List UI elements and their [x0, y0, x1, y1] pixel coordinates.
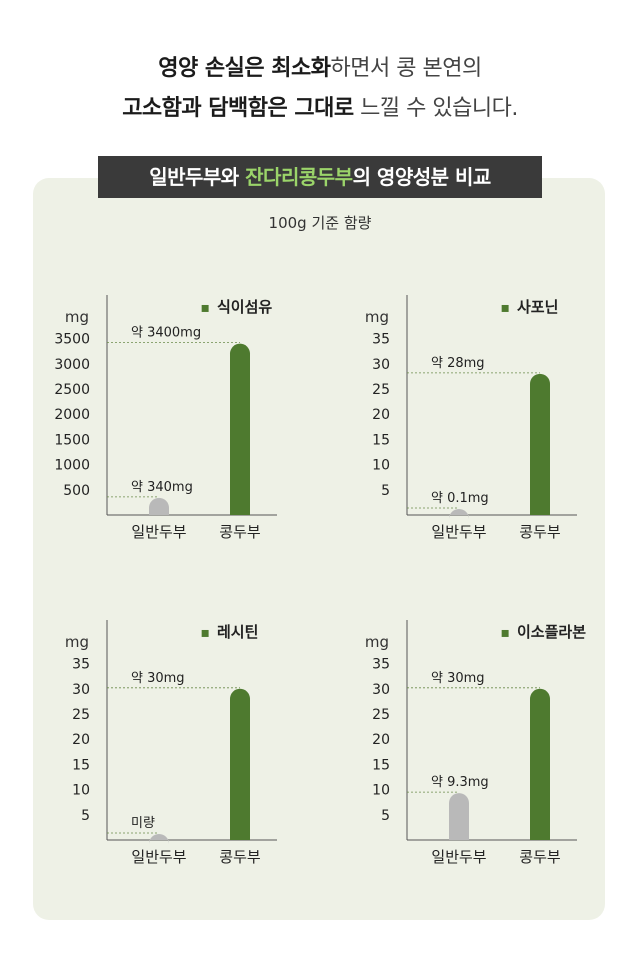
y-tick-label: 5 — [381, 483, 390, 499]
data-label: 약 340mg — [131, 480, 193, 495]
y-tick-label: 35 — [372, 332, 390, 348]
chart-subtitle: 100g 기준 함량 — [268, 214, 372, 232]
comparison-banner: 일반두부와 잔다리콩두부의 영양성분 비교 — [98, 156, 542, 198]
y-tick-label: 25 — [72, 707, 90, 723]
bar-general-tofu — [149, 497, 169, 515]
y-tick-label: 10 — [372, 458, 390, 474]
y-unit-label: mg — [365, 308, 389, 326]
bar-kong-tofu — [530, 688, 550, 840]
banner-text-1: 일반두부와 — [149, 165, 246, 189]
x-tick-label: 일반두부 — [131, 848, 186, 866]
bar-general-tofu — [449, 793, 469, 840]
y-tick-label: 30 — [372, 682, 390, 698]
y-tick-label: 5 — [381, 808, 390, 824]
y-unit-label: mg — [65, 633, 89, 651]
y-tick-label: 15 — [372, 757, 390, 773]
y-tick-label: 2000 — [54, 407, 90, 423]
y-tick-label: 35 — [72, 657, 90, 673]
headline-light-2: 느낄 수 있습니다. — [353, 96, 518, 121]
data-label: 약 3400mg — [131, 326, 201, 341]
bar-general-tofu — [449, 509, 469, 519]
x-tick-label: 일반두부 — [131, 523, 186, 541]
data-label: 약 9.3mg — [431, 775, 489, 790]
data-label: 미량 — [131, 816, 155, 831]
title-marker: ▪ — [501, 300, 511, 316]
y-tick-label: 2500 — [54, 382, 90, 398]
y-unit-label: mg — [365, 633, 389, 651]
data-label: 약 0.1mg — [431, 491, 489, 506]
y-tick-label: 30 — [372, 357, 390, 373]
y-tick-label: 20 — [372, 732, 390, 748]
x-tick-label: 콩두부 — [519, 523, 561, 541]
y-unit-label: mg — [65, 308, 89, 326]
headline-line-1: 영양 손실은 최소화하면서 콩 본연의 — [0, 50, 640, 82]
x-tick-label: 일반두부 — [431, 848, 486, 866]
headline-bold-1: 영양 손실은 최소화 — [158, 56, 331, 81]
y-tick-label: 1000 — [54, 458, 90, 474]
x-tick-label: 콩두부 — [519, 848, 561, 866]
data-label: 약 28mg — [431, 356, 485, 371]
y-tick-label: 30 — [72, 682, 90, 698]
headline-light-1: 하면서 콩 본연의 — [330, 56, 483, 81]
x-tick-label: 일반두부 — [431, 523, 486, 541]
data-label: 약 30mg — [431, 671, 485, 686]
y-tick-label: 5 — [81, 808, 90, 824]
chart-title: 이소플라본 — [517, 623, 586, 641]
y-tick-label: 1500 — [54, 432, 90, 448]
y-tick-label: 10 — [372, 783, 390, 799]
bar-kong-tofu — [530, 373, 550, 515]
title-marker: ▪ — [201, 625, 211, 641]
bar-kong-tofu — [230, 343, 250, 515]
x-tick-label: 콩두부 — [219, 523, 261, 541]
banner-text-2: 의 영양성분 비교 — [352, 165, 492, 189]
chart-title: 식이섬유 — [217, 298, 272, 316]
title-marker: ▪ — [201, 300, 211, 316]
x-tick-label: 콩두부 — [219, 848, 261, 866]
y-tick-label: 3500 — [54, 332, 90, 348]
banner-highlight: 잔다리콩두부 — [245, 165, 353, 189]
y-tick-label: 20 — [72, 732, 90, 748]
chart-title: 레시틴 — [217, 623, 258, 641]
data-label: 약 30mg — [131, 671, 185, 686]
y-tick-label: 10 — [72, 783, 90, 799]
title-marker: ▪ — [501, 625, 511, 641]
chart-title: 사포닌 — [517, 298, 558, 316]
y-tick-label: 25 — [372, 707, 390, 723]
headline-bold-2: 고소함과 담백함은 그대로 — [122, 96, 354, 121]
y-tick-label: 3000 — [54, 357, 90, 373]
y-tick-label: 25 — [372, 382, 390, 398]
y-tick-label: 35 — [372, 657, 390, 673]
y-tick-label: 20 — [372, 407, 390, 423]
y-tick-label: 15 — [372, 432, 390, 448]
y-tick-label: 500 — [63, 483, 90, 499]
bar-kong-tofu — [230, 688, 250, 840]
headline-line-2: 고소함과 담백함은 그대로 느낄 수 있습니다. — [0, 90, 640, 122]
comparison-panel — [33, 178, 605, 920]
y-tick-label: 15 — [72, 757, 90, 773]
bar-general-tofu — [149, 834, 169, 844]
